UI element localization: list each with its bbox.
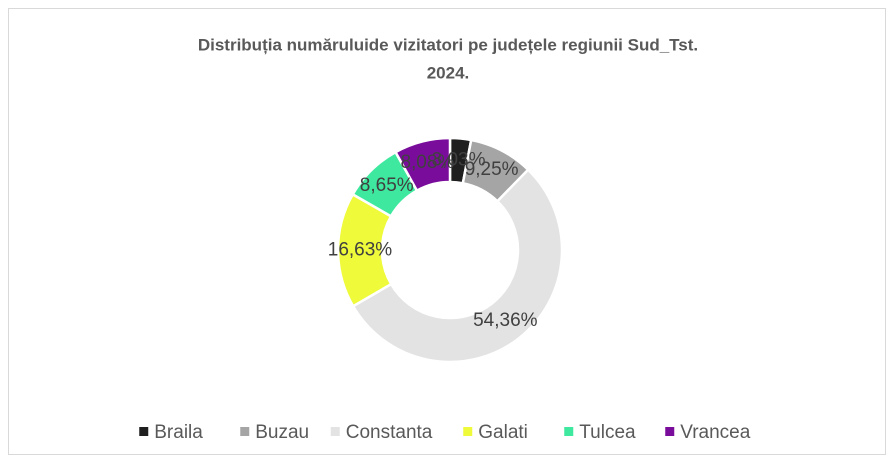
- data-label: 8,65%: [360, 175, 414, 196]
- legend-swatch: [564, 427, 574, 436]
- donut-slice: [351, 167, 564, 364]
- legend-label: Vrancea: [680, 422, 750, 443]
- chart-title: Distribuția numărului​de vizitatori pe j…: [198, 35, 698, 54]
- data-label: 3,03%: [432, 149, 486, 170]
- legend-label: Braila: [154, 422, 203, 443]
- legend-swatch: [665, 427, 675, 436]
- legend-swatch: [139, 427, 149, 436]
- chart-frame: [8, 8, 886, 455]
- legend-label: Tulcea: [579, 422, 636, 443]
- data-label: 54,36%: [473, 310, 538, 331]
- donut-slice: [393, 136, 452, 193]
- legend-swatch: [463, 427, 473, 436]
- legend-label: Buzau: [255, 422, 309, 443]
- data-label: 16,63%: [328, 239, 393, 260]
- chart-title: 2024.: [427, 63, 470, 82]
- data-label: 8,08%: [400, 152, 454, 173]
- legend-label: Constanta: [346, 422, 433, 443]
- legend-label: Galati: [478, 422, 528, 443]
- legend-swatch: [330, 427, 340, 436]
- legend-swatch: [240, 427, 250, 436]
- data-label: 9,25%: [465, 159, 519, 180]
